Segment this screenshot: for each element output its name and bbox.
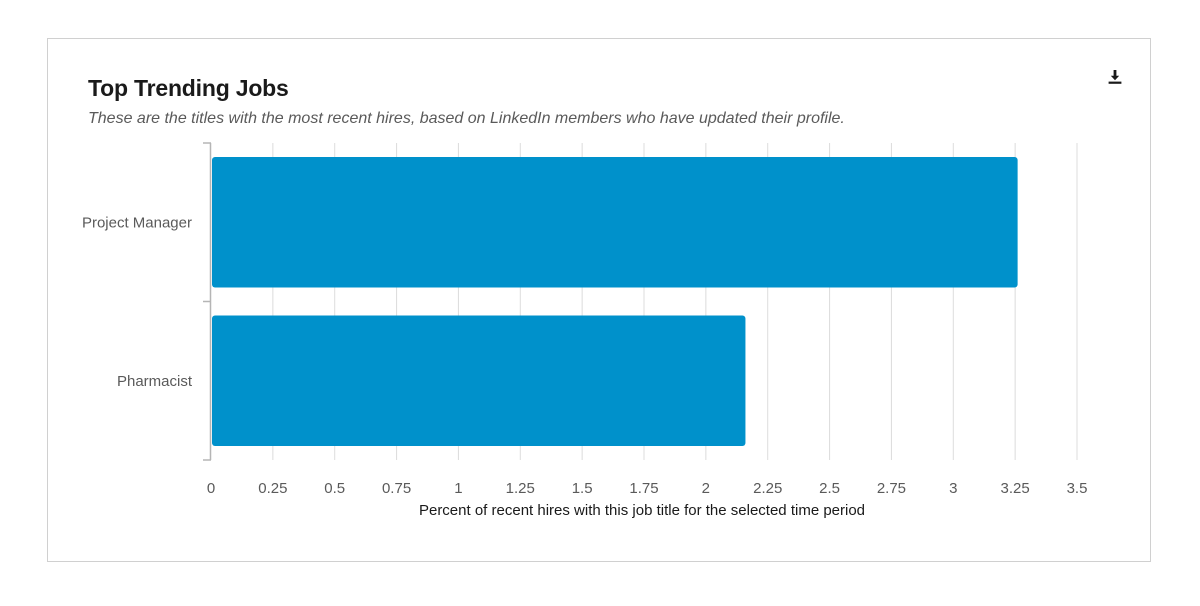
x-tick-label: 2.25 bbox=[753, 480, 782, 497]
y-category-label: Pharmacist bbox=[117, 373, 193, 390]
x-tick-label: 3 bbox=[949, 480, 957, 497]
chart-subtitle: These are the titles with the most recen… bbox=[88, 110, 845, 127]
download-icon bbox=[1108, 70, 1122, 84]
x-tick-label: 1.5 bbox=[572, 480, 593, 497]
chart-title: Top Trending Jobs bbox=[88, 75, 289, 101]
x-tick-label: 0.5 bbox=[324, 480, 345, 497]
bar-pharmacist[interactable] bbox=[212, 315, 746, 447]
x-tick-label: 0.75 bbox=[382, 480, 411, 497]
download-button[interactable] bbox=[1102, 64, 1128, 90]
x-tick-label: 0.25 bbox=[258, 480, 287, 497]
x-tick-label: 0 bbox=[207, 480, 215, 497]
bar-project-manager[interactable] bbox=[212, 157, 1018, 288]
x-tick-label: 1 bbox=[454, 480, 462, 497]
x-tick-label: 2.5 bbox=[819, 480, 840, 497]
x-tick-label: 3.5 bbox=[1067, 480, 1088, 497]
x-tick-label: 2.75 bbox=[877, 480, 906, 497]
x-tick-label: 3.25 bbox=[1001, 480, 1030, 497]
x-tick-label: 2 bbox=[702, 480, 710, 497]
chart-card: Top Trending Jobs These are the titles w… bbox=[47, 38, 1151, 562]
y-category-label: Project Manager bbox=[82, 214, 192, 231]
x-tick-label: 1.25 bbox=[506, 480, 535, 497]
x-axis-title: Percent of recent hires with this job ti… bbox=[419, 502, 865, 519]
x-tick-label: 1.75 bbox=[629, 480, 658, 497]
